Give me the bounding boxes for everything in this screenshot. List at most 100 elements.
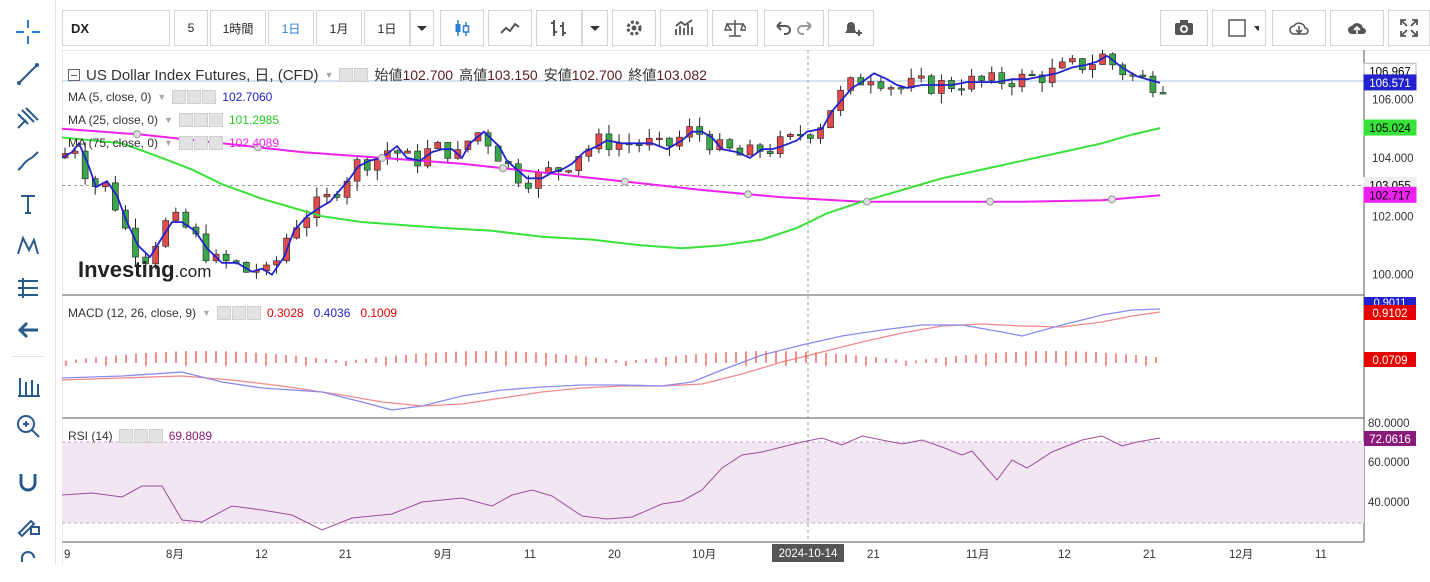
trendline-tool-icon[interactable] <box>8 56 48 92</box>
candle <box>222 250 230 269</box>
price-tick: 100.000 <box>1372 270 1414 282</box>
ma-marker[interactable] <box>986 197 994 206</box>
collapse-legend-icon[interactable] <box>68 68 80 81</box>
ma5-value: 102.7060 <box>222 90 273 104</box>
candle <box>595 128 603 154</box>
candle <box>373 157 381 181</box>
rsi-tick-80: 80.0000 <box>1368 418 1410 430</box>
candle <box>666 137 673 156</box>
line-chart-icon[interactable] <box>488 10 532 46</box>
macd-signal-line <box>61 311 1161 407</box>
ma-marker[interactable] <box>133 130 141 139</box>
rsi-line <box>61 435 1161 531</box>
ma5-dropdown-icon[interactable]: ▼ <box>157 92 167 102</box>
candle <box>807 133 814 144</box>
ma25-dropdown-icon[interactable]: ▼ <box>164 115 173 125</box>
layout-select[interactable] <box>1212 10 1266 46</box>
candle <box>565 169 572 174</box>
range-dropdown-icon[interactable] <box>410 10 434 46</box>
pattern-tool-icon[interactable] <box>8 228 48 264</box>
settings-gear-icon[interactable] <box>612 10 656 46</box>
crosshair-date-label <box>772 544 844 562</box>
ma5-controls[interactable] <box>172 90 217 104</box>
candle <box>686 118 693 143</box>
ma-marker[interactable] <box>621 177 629 186</box>
indicators-icon[interactable] <box>8 368 48 404</box>
interval-1h-button[interactable]: 1時間 <box>210 10 266 46</box>
text-tool-icon[interactable] <box>8 186 48 222</box>
ma-marker[interactable] <box>378 153 386 162</box>
price-axis-label <box>1363 186 1417 203</box>
price-chart[interactable]: Investing.com 100.000 102.000 104.000 106.0… <box>61 48 1430 565</box>
ma-marker[interactable] <box>1108 195 1116 204</box>
legend-controls[interactable] <box>339 67 369 82</box>
interval-1m-button[interactable]: 1月 <box>316 10 362 46</box>
macd-controls[interactable] <box>216 306 261 320</box>
candle <box>766 143 774 157</box>
candle <box>1159 86 1167 95</box>
interval-5-button[interactable]: 5 <box>174 10 208 46</box>
x-tick-9: 9 <box>64 549 70 561</box>
alert-bell-icon[interactable] <box>828 10 874 46</box>
rsi-controls[interactable] <box>118 429 163 443</box>
measure-tool-icon[interactable] <box>8 270 48 306</box>
x-tick-21b: 21 <box>867 549 880 561</box>
undo-icon[interactable] <box>772 17 794 39</box>
back-arrow-icon[interactable] <box>8 312 48 348</box>
candle <box>656 131 663 147</box>
top-toolbar: DX 5 1時間 1日 1月 1日 <box>62 10 1430 46</box>
ma75-dropdown-icon[interactable]: ▼ <box>164 138 173 148</box>
macd-dropdown-icon[interactable]: ▼ <box>202 308 211 318</box>
ma-marker[interactable] <box>863 197 871 206</box>
candle <box>414 143 421 174</box>
candlestick-chart-icon[interactable] <box>440 10 484 46</box>
zoom-icon[interactable] <box>8 408 48 444</box>
macd-label: MACD (12, 26, close, 9) <box>68 306 197 320</box>
cloud-download-icon[interactable] <box>1272 10 1326 46</box>
fullscreen-icon[interactable] <box>1388 10 1430 46</box>
cloud-upload-icon[interactable] <box>1330 10 1384 46</box>
candle <box>887 85 895 96</box>
redo-icon[interactable] <box>794 17 816 39</box>
candle <box>353 156 361 191</box>
fibonacci-tool-icon[interactable] <box>8 100 48 136</box>
x-tick-nov: 11月 <box>966 549 989 561</box>
camera-icon[interactable] <box>1160 10 1208 46</box>
macd-axis-text-2: 0.0709 <box>1372 355 1407 367</box>
chart-type-dropdown-icon[interactable] <box>582 10 608 46</box>
ma-marker[interactable] <box>499 164 507 173</box>
bar-chart-type-icon[interactable] <box>536 10 582 46</box>
candle <box>132 218 139 267</box>
ma25-label: MA (25, close, 0) <box>68 113 159 127</box>
lock-icon[interactable] <box>8 546 48 582</box>
range-select[interactable]: 1日 <box>364 10 410 46</box>
ma25-legend: MA (25, close, 0) ▼ 101.2985 <box>68 113 279 127</box>
lock-drawing-icon[interactable] <box>8 506 48 542</box>
interval-1d-button[interactable]: 1日 <box>268 10 314 46</box>
ma25-controls[interactable] <box>178 113 223 127</box>
undo-redo-group <box>764 10 824 46</box>
candle <box>323 187 331 203</box>
ma75-label: MA (75, close, 0) <box>68 136 159 150</box>
rsi-axis-text: 72.0616 <box>1369 434 1411 446</box>
indicator-chart-icon[interactable] <box>660 10 708 46</box>
candle <box>917 67 925 83</box>
open-label: 始値 <box>374 66 403 83</box>
symbol-input[interactable]: DX <box>62 10 170 46</box>
macd-legend: MACD (12, 26, close, 9) ▼ 0.3028 0.4036 … <box>68 306 397 320</box>
high-label: 高値 <box>459 66 488 83</box>
chevron-down-icon[interactable]: ▼ <box>324 69 334 80</box>
magnet-icon[interactable] <box>8 464 48 500</box>
chart-area[interactable]: Investing.com 100.000 102.000 104.000 106.0… <box>61 48 1430 565</box>
brush-tool-icon[interactable] <box>8 144 48 180</box>
candle <box>988 66 996 84</box>
candle <box>585 145 593 162</box>
crosshair-tool-icon[interactable] <box>8 14 48 50</box>
compare-balance-icon[interactable] <box>712 10 758 46</box>
ma-marker[interactable] <box>744 190 752 199</box>
main-title: US Dollar Index Futures, 日, (CFD) <box>86 67 319 84</box>
ma75-controls[interactable] <box>178 136 223 150</box>
price-axis-label <box>1363 119 1417 136</box>
ma-marker[interactable] <box>254 143 262 152</box>
price-axis-text: 105.024 <box>1369 123 1411 135</box>
